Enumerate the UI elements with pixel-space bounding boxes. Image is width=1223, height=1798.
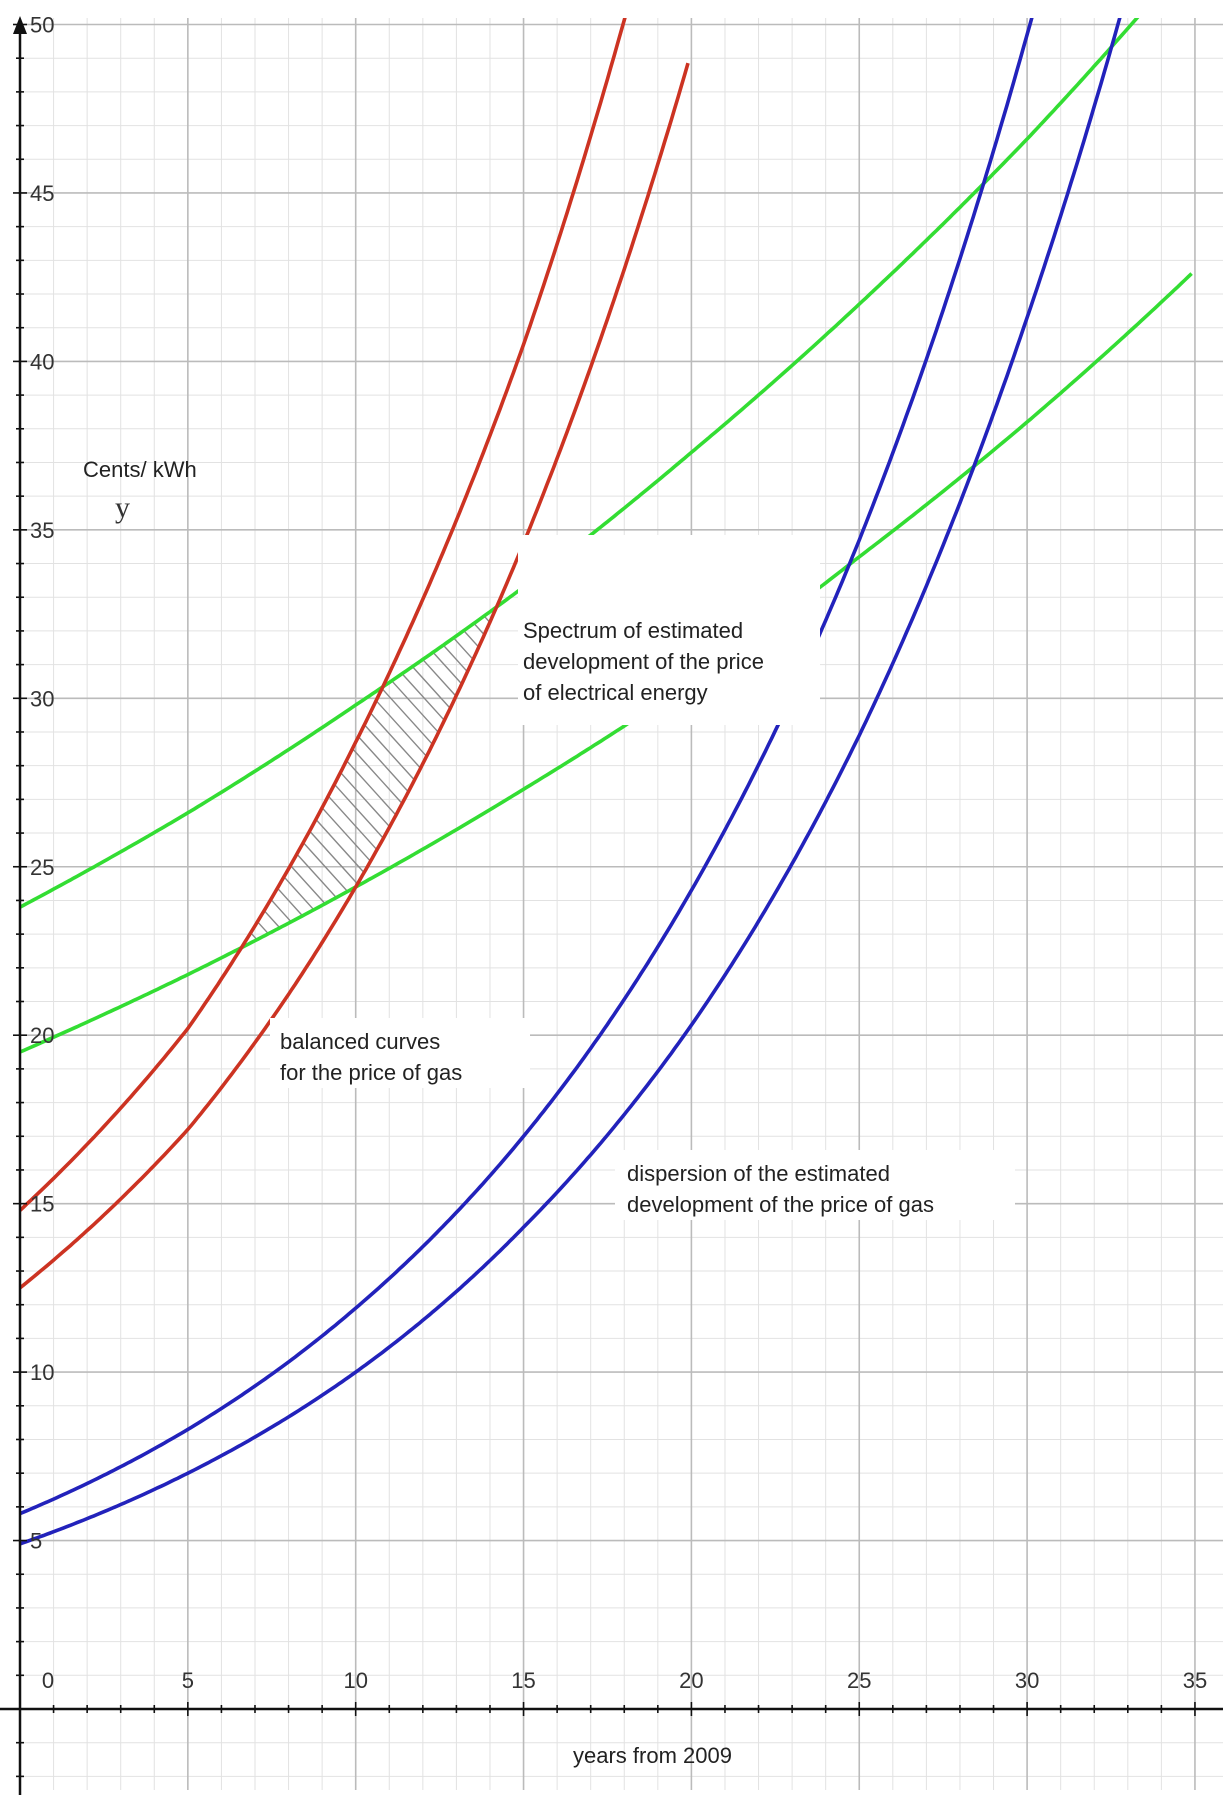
hatch-line xyxy=(309,831,358,884)
annotation-line: Spectrum of estimated xyxy=(523,618,743,643)
hatch-line xyxy=(474,623,485,635)
y-tick-label: 15 xyxy=(30,1192,54,1217)
curve-electric-1 xyxy=(19,272,1193,1054)
hatch-line xyxy=(443,645,468,672)
curve-balanced-2 xyxy=(18,18,627,1212)
y-tick-label: 50 xyxy=(30,13,54,38)
hatch-line xyxy=(328,796,378,850)
y-axis-label: Cents/ kWh xyxy=(83,457,197,482)
tick-labels: 5 10 15 20 25 30 35 40 45 50 0 5 10 15 20 25 30 35 xyxy=(30,13,1207,1694)
curve-balanced-3 xyxy=(18,62,690,1290)
hatch-line xyxy=(375,700,427,757)
hatch-line xyxy=(277,888,303,916)
hatch-line xyxy=(433,652,462,684)
annotation-line: dispersion of the estimated xyxy=(627,1161,890,1186)
curve-gas-5 xyxy=(19,18,1122,1546)
hatch-line xyxy=(391,680,439,733)
hatch-line xyxy=(422,659,457,697)
hatched-region xyxy=(243,616,490,946)
hatch-line xyxy=(358,736,409,792)
hatch-line xyxy=(340,772,390,827)
curve-gas-4 xyxy=(19,18,1034,1516)
y-tick-label: 35 xyxy=(30,518,54,543)
hatch-line xyxy=(263,910,280,928)
hatch-line xyxy=(463,630,480,648)
y-tick-label: 25 xyxy=(30,855,54,880)
hatch-line xyxy=(346,760,396,815)
y-tick-label: 30 xyxy=(30,686,54,711)
y-variable-label: y xyxy=(115,491,130,524)
x-tick-label: 0 xyxy=(42,1668,54,1693)
annotation-background xyxy=(270,1018,530,1088)
annotation-balanced-curves: balanced curves for the price of gas xyxy=(280,1029,462,1085)
x-tick-label: 30 xyxy=(1015,1668,1039,1693)
hatch-line xyxy=(453,637,474,660)
y-tick-label: 5 xyxy=(30,1529,42,1554)
annotation-electric-price: Spectrum of estimated development of the… xyxy=(523,618,770,705)
annotation-line: development of the price xyxy=(523,649,764,674)
hatch-line xyxy=(369,712,421,769)
hatch-line xyxy=(270,899,292,922)
hatch-line xyxy=(321,807,371,862)
curve-electric-0 xyxy=(19,18,1140,909)
hatch-line xyxy=(302,842,348,892)
hatch-line xyxy=(257,921,269,934)
hatch-line xyxy=(334,784,384,839)
axes xyxy=(0,16,1223,1795)
annotation-line: for the price of gas xyxy=(280,1060,462,1085)
x-tick-label: 15 xyxy=(511,1668,535,1693)
hatch-line xyxy=(296,854,337,898)
annotation-line: of electrical energy xyxy=(523,680,708,705)
minor-gridlines xyxy=(18,18,1223,1790)
x-tick-label: 5 xyxy=(182,1668,194,1693)
annotation-line: development of the price of gas xyxy=(627,1192,934,1217)
x-tick-label: 10 xyxy=(343,1668,367,1693)
hatch-line xyxy=(382,688,433,745)
hatch-line xyxy=(412,666,451,709)
hatch-line xyxy=(352,748,403,804)
y-tick-label: 40 xyxy=(30,349,54,374)
y-tick-label: 45 xyxy=(30,181,54,206)
x-tick-label: 35 xyxy=(1183,1668,1207,1693)
hatch-line xyxy=(363,724,415,781)
hatch-line xyxy=(290,865,326,904)
x-tick-label: 25 xyxy=(847,1668,871,1693)
hatch-line xyxy=(284,876,314,910)
annotation-background xyxy=(518,535,820,725)
annotation-line: balanced curves xyxy=(280,1029,440,1054)
curve-group xyxy=(18,18,1193,1546)
y-tick-label: 20 xyxy=(30,1023,54,1048)
y-tick-label: 10 xyxy=(30,1360,54,1385)
hatch-line xyxy=(315,819,365,873)
x-axis-label: years from 2009 xyxy=(573,1743,732,1768)
hatch-line xyxy=(402,673,445,721)
annotation-gas-dispersion: dispersion of the estimated development … xyxy=(627,1161,934,1217)
annotation-background xyxy=(615,1150,1015,1220)
x-tick-label: 20 xyxy=(679,1668,703,1693)
